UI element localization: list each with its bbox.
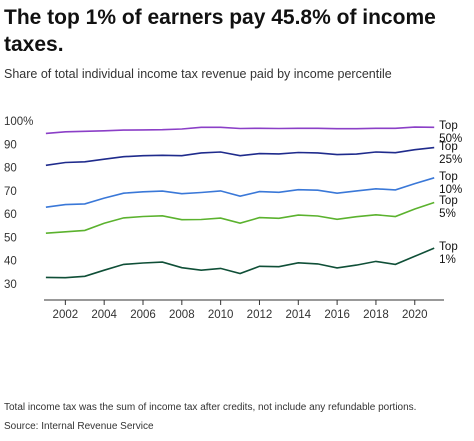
x-tick-label: 2002: [53, 309, 79, 321]
y-tick-label: 30: [4, 279, 17, 291]
x-tick-label: 2016: [324, 309, 350, 321]
y-tick-label: 100%: [4, 116, 33, 128]
x-tick-label: 2014: [285, 309, 311, 321]
x-tick-label: 2012: [247, 309, 273, 321]
series-line: [45, 126, 435, 135]
series-line: [45, 247, 435, 279]
x-tick-label: 2008: [169, 309, 195, 321]
y-tick-label: 40: [4, 256, 17, 268]
chart-subtitle: Share of total individual income tax rev…: [4, 67, 392, 81]
series-line: [45, 201, 435, 234]
x-tick-label: 2004: [91, 309, 117, 321]
series-label: Top 25%: [439, 140, 463, 166]
y-tick-label: 60: [4, 209, 17, 221]
series-label: Top 10%: [439, 170, 463, 196]
series-label: Top 5%: [439, 195, 458, 221]
y-tick-label: 70: [4, 186, 17, 198]
series-label: Top 50%: [439, 120, 463, 146]
y-tick-label: 50: [4, 232, 17, 244]
y-tick-label: 90: [4, 139, 17, 151]
x-tick-label: 2006: [130, 309, 156, 321]
series-line: [45, 146, 435, 167]
series-line: [45, 177, 435, 208]
x-tick-label: 2010: [208, 309, 234, 321]
x-tick-label: 2020: [402, 309, 428, 321]
footnote: Total income tax was the sum of income t…: [4, 402, 417, 413]
x-tick-label: 2018: [363, 309, 389, 321]
y-tick-label: 80: [4, 163, 17, 175]
source: Source: Internal Revenue Service: [4, 421, 154, 432]
series-label: Top 1%: [439, 241, 458, 267]
chart-title: The top 1% of earners pay 45.8% of incom…: [4, 6, 436, 56]
